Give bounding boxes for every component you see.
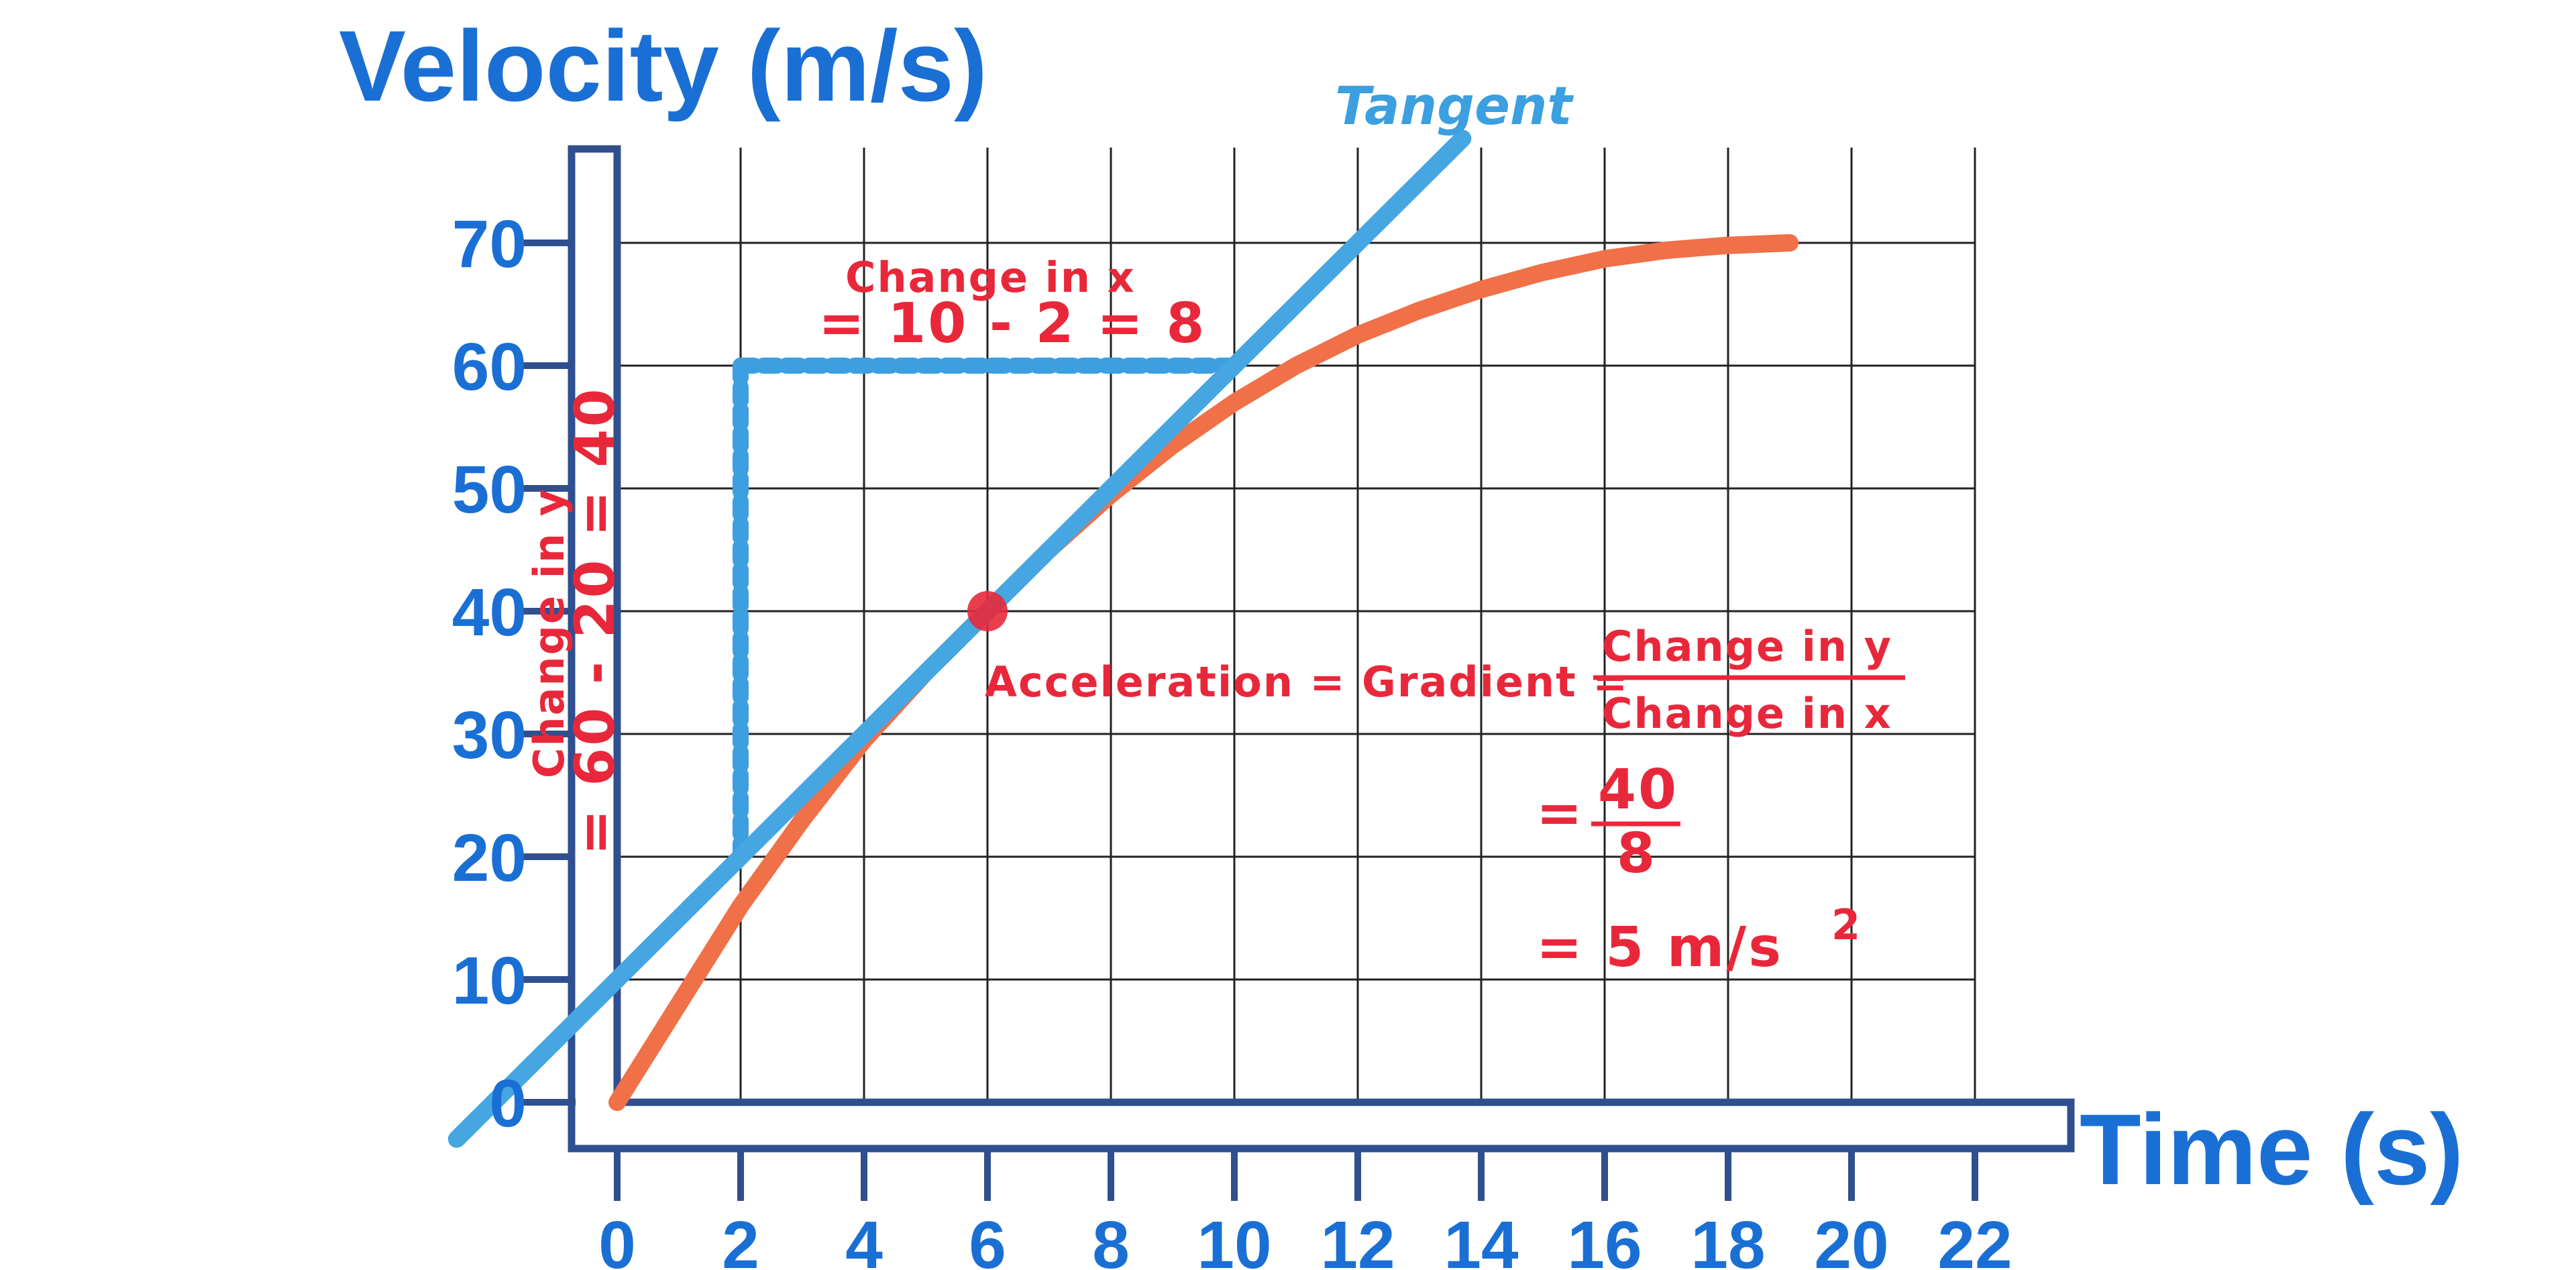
y-tick-label: 0 xyxy=(489,1066,527,1141)
eq2-numerator: 40 xyxy=(1598,758,1678,822)
x-tick-label: 8 xyxy=(1092,1208,1130,1270)
change-in-x-line1: Change in x xyxy=(845,253,1136,302)
fraction-numerator: Change in y xyxy=(1602,622,1892,671)
velocity-curve xyxy=(608,234,1799,1111)
change-in-y-line2: = 60 - 20 = 40 xyxy=(564,386,627,855)
x-tick-label: 12 xyxy=(1320,1208,1395,1270)
x-tick-label: 20 xyxy=(1814,1208,1888,1270)
x-tick-label: 22 xyxy=(1937,1208,2012,1270)
tick-labels: 0 2 4 6 8 10 12 14 16 18 20 22 0 10 20 30 40 50 60 70 xyxy=(452,207,2012,1270)
y-tick-label: 30 xyxy=(452,698,527,773)
y-tick-label: 50 xyxy=(452,452,527,527)
change-in-x-note: Change in x = 10 - 2 = 8 xyxy=(818,253,1206,356)
tangent-label: Tangent xyxy=(1335,76,1574,137)
y-axis-title: Velocity (m/s) xyxy=(339,9,987,122)
x-tick-label: 2 xyxy=(722,1208,759,1270)
fraction-denominator: Change in x xyxy=(1602,689,1892,738)
axes xyxy=(523,145,2075,1201)
x-tick-label: 10 xyxy=(1197,1208,1271,1270)
x-tick-label: 14 xyxy=(1444,1208,1519,1270)
eq3-result: = 5 m/s xyxy=(1536,916,1783,980)
change-in-y-line1: Change in y xyxy=(525,488,574,778)
y-tick-label: 60 xyxy=(452,329,527,405)
change-in-y-note: Change in y = 60 - 20 = 40 xyxy=(525,386,627,855)
y-tick-label: 20 xyxy=(452,821,527,896)
y-tick-label: 10 xyxy=(452,943,527,1018)
x-axis-title: Time (s) xyxy=(2080,1093,2463,1206)
x-tick-label: 16 xyxy=(1567,1208,1642,1270)
eq3-superscript: 2 xyxy=(1831,900,1862,949)
x-tick-label: 0 xyxy=(598,1208,636,1270)
y-tick-label: 40 xyxy=(452,575,527,650)
x-tick-label: 4 xyxy=(845,1208,883,1270)
x-axis-bar xyxy=(568,1098,2075,1153)
tangent-point xyxy=(967,591,1008,631)
acceleration-text: Acceleration = Gradient = xyxy=(985,657,1629,706)
x-tick-label: 6 xyxy=(969,1208,1006,1270)
tangent-line xyxy=(447,129,1472,1148)
dashed-guides xyxy=(733,358,1242,865)
gradient-equation: Acceleration = Gradient = Change in y Ch… xyxy=(985,622,1905,980)
series-layer xyxy=(447,129,1799,1148)
change-in-x-line2: = 10 - 2 = 8 xyxy=(818,292,1206,356)
eq2-sign: = xyxy=(1536,782,1585,845)
eq2-denominator: 8 xyxy=(1617,822,1657,886)
y-tick-label: 70 xyxy=(452,207,527,282)
x-tick-label: 18 xyxy=(1690,1208,1765,1270)
